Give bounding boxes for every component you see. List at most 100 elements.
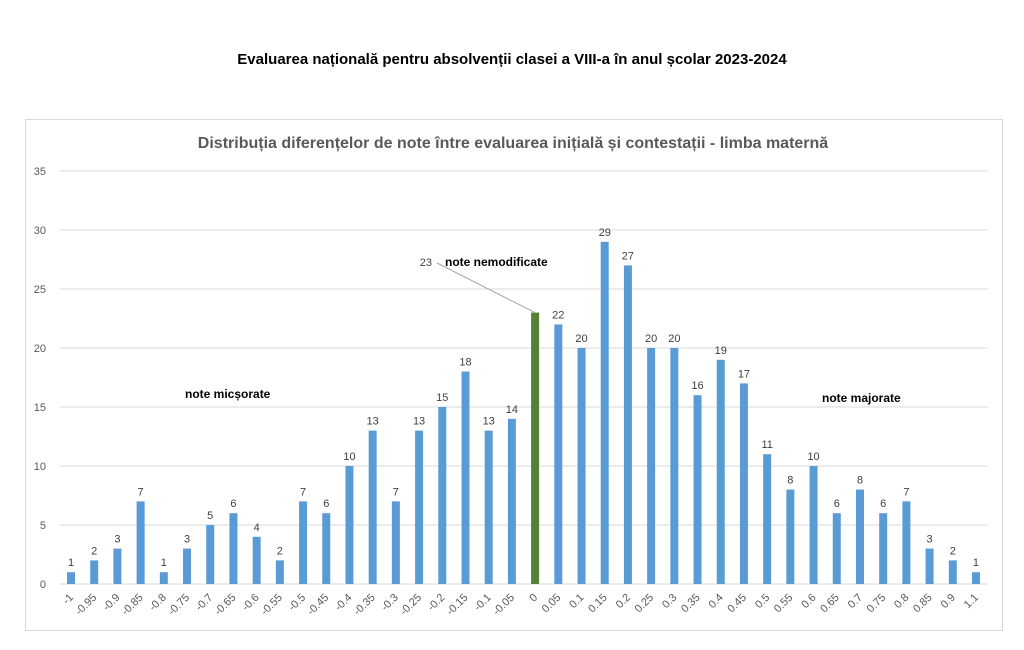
x-tick-label: 0.45 <box>725 592 749 616</box>
y-tick-label: 30 <box>34 225 46 237</box>
bar-0.8 <box>902 501 911 584</box>
x-tick-label: -0.05 <box>491 592 517 618</box>
leader-line <box>436 262 536 314</box>
data-label: 1 <box>68 557 74 569</box>
data-label: 13 <box>413 416 425 428</box>
data-label: 23 <box>420 257 432 269</box>
bar-0.15 <box>600 241 609 585</box>
data-label: 16 <box>691 380 703 392</box>
x-tick-label: 0.4 <box>707 592 726 611</box>
data-label: 7 <box>393 486 399 498</box>
page-title: Evaluarea națională pentru absolvenții c… <box>237 51 787 68</box>
data-label: 3 <box>184 534 190 546</box>
data-label: 6 <box>834 498 840 510</box>
bar-0.85 <box>925 548 934 584</box>
data-label: 6 <box>230 498 236 510</box>
x-tick-label: 0.2 <box>614 592 633 611</box>
data-label: 10 <box>343 451 355 463</box>
bar--0.8 <box>159 572 168 584</box>
bar-0.9 <box>948 560 957 584</box>
bar-1.1 <box>971 572 980 584</box>
annotation-unchanged: note nemodificate <box>445 255 548 269</box>
x-tick-label: 1.1 <box>962 592 981 611</box>
data-label: 20 <box>575 333 587 345</box>
bar--0.2 <box>438 407 447 584</box>
data-label: 15 <box>436 392 448 404</box>
data-label: 1 <box>973 557 979 569</box>
bar--0.4 <box>345 466 354 584</box>
bar-0.7 <box>855 489 864 584</box>
data-label: 7 <box>300 486 306 498</box>
bar--0.95 <box>90 560 99 584</box>
x-tick-label: 0.55 <box>772 592 796 616</box>
bar--0.5 <box>299 501 308 584</box>
bar-0.65 <box>832 513 841 584</box>
y-tick-label: 10 <box>34 461 46 473</box>
data-label: 29 <box>599 227 611 239</box>
x-tick-label: -0.85 <box>120 592 146 618</box>
x-tick-label: -0.75 <box>166 592 192 618</box>
y-tick-label: 0 <box>40 579 46 591</box>
bar--0.6 <box>252 536 261 584</box>
x-tick-label: 0.05 <box>540 592 564 616</box>
x-tick-label: -0.65 <box>212 592 238 618</box>
data-label: 11 <box>761 439 772 451</box>
data-label: 2 <box>950 545 956 557</box>
x-tick-label: 0.8 <box>892 592 911 611</box>
y-tick-label: 35 <box>34 166 46 178</box>
chart-frame <box>25 119 1003 631</box>
x-tick-label: 0.3 <box>660 592 679 611</box>
data-label: 22 <box>552 309 564 321</box>
x-tick-label: 0.5 <box>753 592 772 611</box>
x-tick-label: 0.9 <box>939 592 958 611</box>
bar-0.05 <box>554 324 563 584</box>
bar--0.9 <box>113 548 122 584</box>
data-label: 7 <box>138 486 144 498</box>
bar-0.75 <box>879 513 888 584</box>
bar--0.85 <box>136 501 145 584</box>
y-tick-label: 25 <box>34 284 46 296</box>
y-tick-label: 5 <box>40 520 46 532</box>
data-label: 6 <box>880 498 886 510</box>
data-label: 14 <box>506 404 518 416</box>
x-tick-label: -0.15 <box>444 592 470 618</box>
x-tick-label: 0 <box>527 592 540 605</box>
bar-0.4 <box>716 359 725 584</box>
data-label: 20 <box>668 333 680 345</box>
bar--0.45 <box>322 513 331 584</box>
bar--0.75 <box>183 548 192 584</box>
x-tick-label: 0.75 <box>865 592 889 616</box>
x-tick-label: 0.15 <box>586 592 610 616</box>
data-label: 20 <box>645 333 657 345</box>
bar-0.5 <box>763 454 772 584</box>
bar--1 <box>67 572 76 584</box>
data-label: 10 <box>807 451 819 463</box>
annotation-increased: note majorate <box>822 391 901 405</box>
bar-0.2 <box>623 265 632 584</box>
data-label: 6 <box>323 498 329 510</box>
bar--0.65 <box>229 513 238 584</box>
data-label: 8 <box>857 475 863 487</box>
y-tick-label: 20 <box>34 343 46 355</box>
data-label: 17 <box>738 368 750 380</box>
data-label: 13 <box>367 416 379 428</box>
x-tick-label: -0.45 <box>305 592 331 618</box>
x-tick-label: 0.35 <box>679 592 703 616</box>
bar-0.45 <box>739 383 748 584</box>
x-tick-label: 0.1 <box>567 592 586 611</box>
data-label: 4 <box>254 522 260 534</box>
x-tick-label: 0.25 <box>633 592 657 616</box>
x-tick-label: 0.65 <box>818 592 842 616</box>
bar--0.25 <box>415 430 424 584</box>
data-label: 3 <box>114 534 120 546</box>
x-tick-label: -1 <box>61 592 76 607</box>
x-tick-label: 0.7 <box>846 592 865 611</box>
data-label: 1 <box>161 557 167 569</box>
data-label: 8 <box>787 475 793 487</box>
data-label: 18 <box>459 357 471 369</box>
data-label: 13 <box>483 416 495 428</box>
bar--0.3 <box>391 501 400 584</box>
x-tick-label: -0.95 <box>73 592 99 618</box>
bar-0.55 <box>786 489 795 584</box>
bar--0.7 <box>206 525 215 584</box>
